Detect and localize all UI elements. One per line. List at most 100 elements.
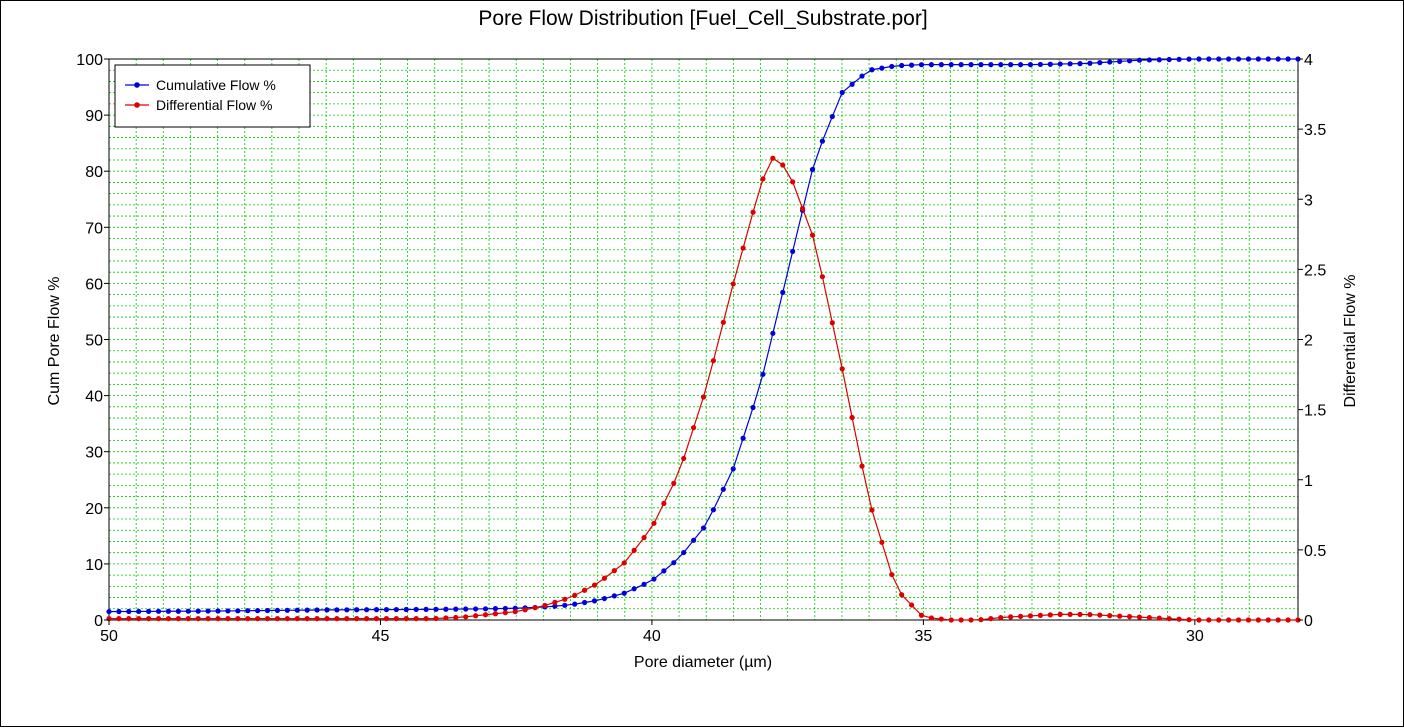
data-point-cumulative	[1087, 60, 1093, 66]
data-point-cumulative	[1255, 56, 1261, 62]
data-point-differential	[1097, 612, 1103, 618]
data-point-cumulative	[730, 466, 736, 472]
data-point-differential	[1126, 614, 1133, 620]
data-point-differential	[463, 614, 469, 620]
data-point-cumulative	[790, 248, 796, 255]
data-point-differential	[601, 575, 608, 581]
data-point-cumulative	[700, 525, 707, 531]
x-axis-label: Pore diameter (µm)	[634, 654, 772, 671]
legend-marker-differential	[134, 102, 140, 108]
data-point-differential	[195, 616, 201, 622]
data-point-cumulative	[473, 606, 479, 612]
data-point-differential	[611, 568, 617, 574]
data-point-cumulative	[492, 606, 499, 612]
data-point-cumulative	[453, 606, 459, 612]
data-point-differential	[1057, 611, 1063, 617]
data-point-differential	[1255, 617, 1261, 623]
data-point-differential	[720, 319, 726, 325]
data-point-differential	[185, 616, 191, 622]
data-point-cumulative	[601, 595, 608, 602]
data-point-cumulative	[948, 62, 954, 68]
data-point-cumulative	[1216, 56, 1222, 62]
data-point-differential	[126, 616, 132, 622]
data-point-differential	[373, 616, 380, 622]
y-right-tick-label: 4	[1304, 52, 1313, 69]
data-point-differential	[532, 605, 538, 611]
data-point-cumulative	[552, 603, 558, 609]
data-point-cumulative	[928, 62, 934, 68]
y-axis-right-label: Differential Flow %	[1342, 274, 1359, 407]
data-point-cumulative	[958, 62, 964, 68]
data-point-differential	[958, 617, 964, 623]
data-point-cumulative	[1097, 60, 1103, 66]
data-point-differential	[1047, 612, 1053, 618]
y-left-tick-label: 50	[85, 333, 103, 350]
data-point-differential	[790, 179, 796, 185]
data-point-differential	[928, 615, 934, 621]
data-point-cumulative	[354, 607, 360, 613]
data-point-cumulative	[819, 138, 826, 144]
data-point-cumulative	[344, 607, 350, 613]
data-point-cumulative	[1027, 62, 1034, 68]
y-left-tick-label: 60	[85, 276, 103, 293]
data-point-cumulative	[225, 608, 231, 614]
data-point-differential	[621, 560, 627, 566]
y-right-tick-label: 1	[1304, 473, 1313, 490]
data-point-differential	[760, 176, 766, 182]
data-point-cumulative	[1265, 56, 1271, 62]
data-point-differential	[671, 480, 677, 486]
data-point-cumulative	[1156, 57, 1162, 63]
data-point-cumulative	[413, 606, 419, 613]
data-point-differential	[918, 612, 925, 618]
y-left-tick-label: 40	[85, 389, 103, 406]
data-point-differential	[314, 616, 320, 622]
data-point-cumulative	[195, 608, 201, 614]
data-point-cumulative	[106, 608, 112, 615]
data-point-cumulative	[235, 608, 241, 614]
data-point-cumulative	[968, 62, 974, 68]
data-point-cumulative	[1235, 56, 1242, 62]
data-point-differential	[889, 571, 895, 578]
data-point-differential	[1166, 616, 1172, 622]
data-point-differential	[700, 394, 707, 400]
data-point-cumulative	[918, 62, 925, 68]
data-point-cumulative	[255, 608, 261, 614]
data-point-cumulative	[651, 576, 657, 582]
data-point-cumulative	[1037, 61, 1043, 68]
data-point-cumulative	[393, 606, 399, 613]
data-point-cumulative	[1166, 56, 1172, 63]
x-tick-label: 30	[1186, 628, 1204, 645]
data-point-cumulative	[641, 581, 647, 587]
x-tick-label: 35	[914, 628, 932, 645]
data-point-cumulative	[373, 607, 380, 613]
data-point-cumulative	[611, 593, 617, 599]
data-point-differential	[1136, 614, 1143, 620]
data-point-cumulative	[740, 435, 746, 441]
data-point-differential	[512, 609, 518, 615]
data-point-differential	[1117, 613, 1123, 619]
data-point-differential	[1008, 614, 1014, 620]
data-point-cumulative	[591, 598, 598, 604]
x-tick-label: 40	[643, 628, 661, 645]
data-point-cumulative	[879, 65, 885, 71]
data-point-cumulative	[849, 81, 855, 87]
data-point-cumulative	[155, 608, 162, 614]
y-left-tick-label: 70	[85, 220, 103, 237]
y-right-tick-label: 2.5	[1304, 262, 1326, 279]
data-point-cumulative	[215, 608, 221, 614]
data-point-cumulative	[750, 404, 756, 411]
data-point-cumulative	[690, 537, 697, 543]
data-point-cumulative	[671, 560, 677, 566]
data-point-cumulative	[1077, 61, 1083, 67]
data-point-differential	[998, 615, 1004, 621]
legend-label-cumulative: Cumulative Flow %	[156, 77, 276, 93]
data-point-differential	[651, 520, 657, 526]
data-point-differential	[552, 599, 558, 606]
data-point-differential	[393, 616, 399, 622]
data-point-cumulative	[284, 607, 290, 613]
data-point-differential	[482, 612, 489, 618]
data-point-differential	[899, 592, 905, 598]
data-point-differential	[443, 615, 449, 621]
data-point-differential	[165, 616, 172, 622]
